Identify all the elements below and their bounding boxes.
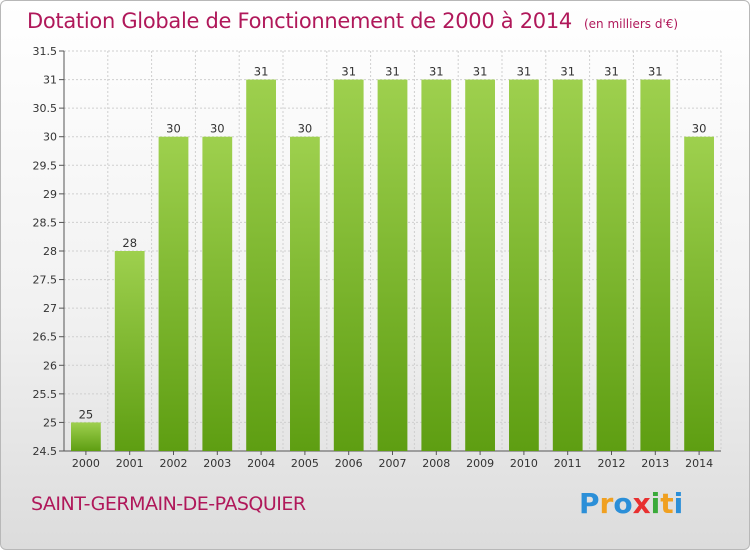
y-tick-label: 31 [43,74,57,87]
y-tick-label: 27.5 [33,274,58,287]
data-label-2008: 31 [429,65,444,79]
x-tick-label-2000: 2000 [72,457,100,470]
bar-2007 [377,79,408,452]
bar-2004 [246,79,276,452]
x-tick-label-2014: 2014 [685,457,713,470]
x-tick-label-2001: 2001 [116,457,144,470]
y-tick-label: 29 [43,188,57,201]
y-tick-label: 30 [43,131,57,144]
data-label-2011: 31 [560,65,575,79]
x-tick-label-2008: 2008 [422,457,450,470]
y-tick-label: 25.5 [33,388,58,401]
y-tick-label: 30.5 [33,102,58,115]
data-label-2012: 31 [604,65,619,79]
bar-2001 [114,251,145,451]
bar-2005 [290,136,320,451]
bar-2009 [465,79,495,452]
bar-2010 [509,79,539,452]
y-tick-label: 26 [43,359,57,372]
y-tick-label: 28.5 [33,216,58,229]
x-tick-label-2006: 2006 [335,457,363,470]
data-label-2007: 31 [385,65,400,79]
data-label-2010: 31 [517,65,532,79]
bar-2002 [158,136,189,451]
x-tick-label-2003: 2003 [203,457,231,470]
data-label-2005: 30 [298,122,313,136]
data-label-2009: 31 [473,65,488,79]
chart-title-text: Dotation Globale de Fonctionnement de 20… [27,9,572,33]
x-tick-label-2012: 2012 [598,457,626,470]
bar-2000 [71,422,101,451]
proxiti-logo[interactable]: Proxiti [579,487,684,520]
y-tick-label: 27 [43,302,57,315]
data-label-2002: 30 [166,122,181,136]
data-label-2006: 31 [341,65,356,79]
y-tick-label: 29.5 [33,159,58,172]
bar-2014 [684,136,714,451]
data-label-2004: 31 [254,65,269,79]
data-label-2000: 25 [79,407,94,421]
x-tick-label-2005: 2005 [291,457,319,470]
x-tick-label-2011: 2011 [554,457,582,470]
data-label-2013: 31 [648,65,663,79]
x-tick-label-2004: 2004 [247,457,275,470]
x-tick-label-2013: 2013 [641,457,669,470]
bar-2011 [552,79,583,452]
bar-2012 [596,79,627,452]
labels: 24.5 25 25.5 26 26.5 27 27.5 28 28.5 29 29.5 30 30.5… [33,45,714,470]
y-tick-label: 26.5 [33,331,58,344]
bars [71,79,714,452]
bar-2006 [333,79,364,452]
x-tick-label-2007: 2007 [379,457,407,470]
data-label-2014: 30 [692,122,707,136]
x-tick-label-2002: 2002 [160,457,188,470]
y-tick-label: 31.5 [33,45,58,58]
chart-unit: (en milliers d'€) [583,17,679,31]
x-tick-label-2009: 2009 [466,457,494,470]
y-tick-label: 28 [43,245,57,258]
bar-2003 [202,136,233,451]
bar-2013 [640,79,671,452]
data-label-2001: 28 [122,236,137,250]
y-tick-label: 24.5 [33,445,58,458]
data-label-2003: 30 [210,122,225,136]
y-tick-label: 25 [43,416,57,429]
bar-2008 [421,79,452,452]
chart-title: Dotation Globale de Fonctionnement de 20… [27,9,678,33]
x-tick-label-2010: 2010 [510,457,538,470]
town-name: SAINT-GERMAIN-DE-PASQUIER [31,493,306,515]
